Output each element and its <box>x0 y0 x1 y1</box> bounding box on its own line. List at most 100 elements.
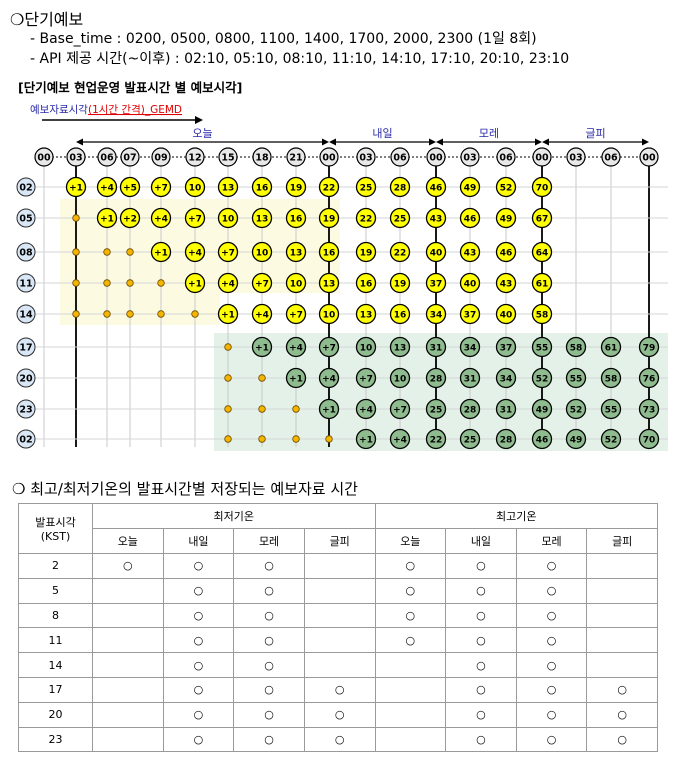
forecast-circle <box>150 176 172 198</box>
day-column-header: 모레 <box>515 528 588 554</box>
tick-label: 00 <box>535 153 549 164</box>
forecast-value: 10 <box>394 375 407 385</box>
forecast-circle <box>565 398 587 420</box>
table-row: 8 ○ ○ ○ ○ ○ <box>18 602 658 629</box>
forecast-value: 10 <box>290 280 303 290</box>
forecast-value: 10 <box>256 249 269 259</box>
forecast-value: 34 <box>464 344 477 354</box>
forecast-circle <box>459 428 481 450</box>
forecast-value: 10 <box>222 215 235 225</box>
forecast-circle <box>531 272 553 294</box>
table-cell: ○ <box>515 652 588 678</box>
forecast-value: 43 <box>430 215 443 225</box>
forecast-circle <box>459 336 481 358</box>
table-cell: ○ <box>233 676 305 703</box>
forecast-circle <box>184 176 206 198</box>
forecast-circle <box>355 336 377 358</box>
forecast-value: 76 <box>643 375 656 385</box>
forecast-circle <box>495 367 517 389</box>
forecast-circle <box>150 241 172 263</box>
arrow-right-icon <box>429 138 436 146</box>
forecast-circle <box>425 207 447 229</box>
forecast-circle <box>355 428 377 450</box>
table-row: 17 ○ ○ ○ ○ ○ ○ <box>18 676 658 703</box>
forecast-circle <box>150 207 172 229</box>
forecast-circle <box>531 398 553 420</box>
forecast-circle <box>285 176 307 198</box>
issue-time-cell: 14 <box>18 652 93 678</box>
forecast-circle <box>389 336 411 358</box>
forecast-value: +1 <box>359 436 373 446</box>
forecast-value: +7 <box>393 406 407 416</box>
forecast-value: 61 <box>536 280 549 290</box>
day-column-header: 오늘 <box>374 528 447 554</box>
forecast-circle <box>425 428 447 450</box>
table-cell <box>303 577 376 604</box>
table-cell: ○ <box>445 726 517 753</box>
forecast-value: 70 <box>643 436 656 446</box>
forecast-circle <box>459 207 481 229</box>
forecast-value: 22 <box>430 436 443 446</box>
tick-circle <box>252 147 272 167</box>
forecast-circle <box>389 303 411 325</box>
forecast-value: 55 <box>536 344 549 354</box>
row-label: 05 <box>19 214 32 225</box>
forecast-value: +4 <box>393 436 407 446</box>
table-cell <box>303 553 376 579</box>
table-cell: ○ <box>162 676 235 703</box>
forecast-value: 22 <box>323 184 336 194</box>
forecast-value: 37 <box>500 344 513 354</box>
forecast-circle <box>65 176 87 198</box>
section1-title: ❍단기예보 <box>10 10 84 29</box>
forecast-circle <box>389 367 411 389</box>
forecast-value: 19 <box>323 215 336 225</box>
forecast-value: 19 <box>360 249 373 259</box>
forecast-circle <box>355 367 377 389</box>
forecast-value: 25 <box>394 215 407 225</box>
table-cell <box>92 602 164 629</box>
forecast-circle <box>119 207 141 229</box>
day-label: 모레 <box>479 127 499 140</box>
table-cell: ○ <box>445 652 517 678</box>
forecast-circle <box>531 241 553 263</box>
forecast-circle <box>389 241 411 263</box>
orange-dot <box>224 405 232 413</box>
forecast-circle <box>96 207 118 229</box>
table-cell: ○ <box>445 676 517 703</box>
forecast-circle <box>600 336 622 358</box>
forecast-circle <box>318 176 340 198</box>
orange-dot <box>72 214 80 222</box>
forecast-value: +4 <box>154 215 168 225</box>
forecast-circle <box>495 398 517 420</box>
base-time-line: - Base_time : 0200, 0500, 0800, 1100, 14… <box>30 31 537 47</box>
day-column-header: 내일 <box>162 528 235 554</box>
orange-dot <box>126 279 134 287</box>
table-cell <box>303 602 376 629</box>
arrow-head-icon <box>195 116 203 124</box>
forecast-value: 16 <box>394 311 407 321</box>
forecast-value: 52 <box>605 436 618 446</box>
arrow-left-icon <box>542 138 549 146</box>
forecast-value: +7 <box>154 184 168 194</box>
forecast-circle <box>355 272 377 294</box>
forecast-circle <box>600 398 622 420</box>
table-cell: ○ <box>515 726 588 753</box>
api-time-line: - API 제공 시간(~이후) : 02:10, 05:10, 08:10, … <box>30 51 570 67</box>
issue-time-cell: 17 <box>18 676 93 703</box>
forecast-value: 10 <box>360 344 373 354</box>
tick-circle <box>34 147 54 167</box>
arrow-left-icon <box>76 138 83 146</box>
tick-label: 00 <box>322 153 336 164</box>
table-cell <box>586 652 658 678</box>
tick-label: 15 <box>221 153 234 164</box>
forecast-value: 31 <box>464 375 477 385</box>
table-cell: ○ <box>374 602 447 629</box>
forecast-value: 10 <box>189 184 202 194</box>
forecast-circle <box>318 272 340 294</box>
table-cell: ○ <box>233 652 305 678</box>
max-temp-header: 최고기온 <box>374 503 658 529</box>
table-cell: ○ <box>445 627 517 654</box>
table-row: 5 ○ ○ ○ ○ ○ <box>18 577 658 604</box>
forecast-value: 13 <box>256 215 269 225</box>
row-label: 02 <box>19 183 32 194</box>
